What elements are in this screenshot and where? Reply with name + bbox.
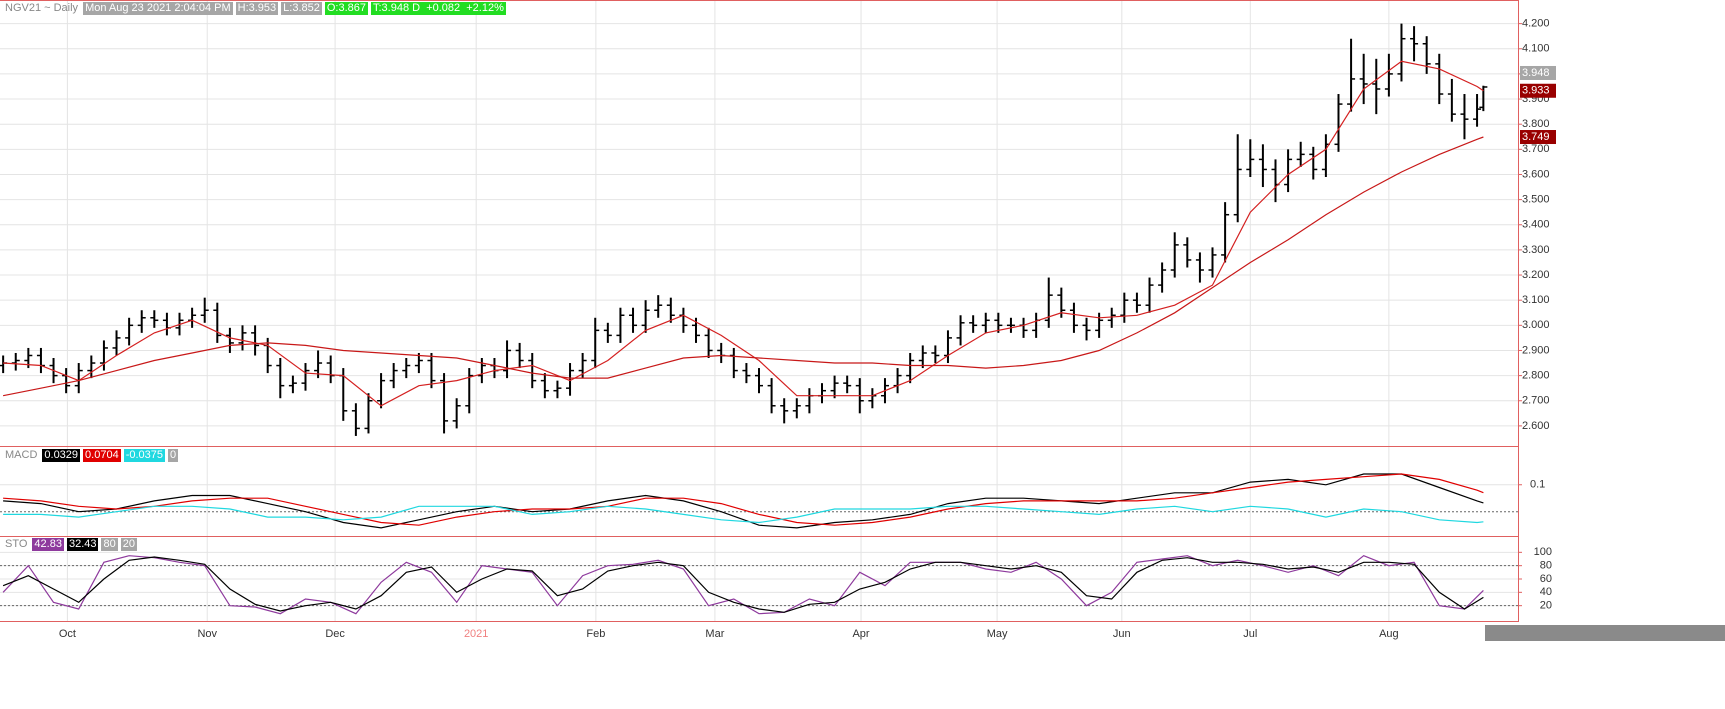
- y-tick-label: 3.200: [1522, 269, 1550, 281]
- high: H:3.953: [235, 2, 279, 15]
- y-tick-label: 2.600: [1522, 420, 1550, 432]
- value-box: [1520, 83, 1556, 98]
- legend-value: 20: [120, 538, 137, 551]
- series-line: [3, 473, 1484, 529]
- y-tick-label: 4.100: [1522, 43, 1550, 55]
- y-tick-label: 20: [1540, 600, 1552, 612]
- x-tick-label: May: [987, 628, 1008, 640]
- y-tick-label: 100: [1534, 546, 1552, 558]
- y-tick-label: 0.1: [1530, 479, 1545, 491]
- legend-value: 0: [168, 449, 179, 462]
- value-box: [1520, 130, 1556, 145]
- legend-value: 0.0329: [42, 449, 81, 462]
- x-tick-label: Dec: [325, 628, 345, 640]
- y-tick-label: 3.800: [1522, 118, 1550, 130]
- change: T:3.948 D +0.082 +2.12%: [371, 2, 506, 15]
- panel-title: STO: [5, 538, 28, 550]
- x-tick-label: Oct: [59, 628, 76, 640]
- value-box: [1520, 65, 1556, 80]
- price-header: NGV21 ~ Daily Mon Aug 23 2021 2:04:04 PM…: [3, 2, 506, 15]
- x-tick-label: Apr: [852, 628, 869, 640]
- legend-value: -0.0375: [123, 449, 166, 462]
- symbol: NGV21 ~ Daily: [5, 2, 79, 14]
- x-tick-label: Nov: [197, 628, 217, 640]
- x-tick-label: Aug: [1379, 628, 1399, 640]
- y-tick-label: 60: [1540, 573, 1552, 585]
- y-tick-label: 2.900: [1522, 344, 1550, 356]
- sto-header: STO 42.83 32.43 80 20: [3, 538, 137, 551]
- x-tick-label: Mar: [705, 628, 724, 640]
- x-tick-label: Jul: [1243, 628, 1257, 640]
- value-label: 3.933: [1522, 85, 1550, 97]
- open: O:3.867: [324, 2, 368, 15]
- y-tick-label: 3.600: [1522, 168, 1550, 180]
- series-line: [2, 556, 1484, 613]
- x-tick-label: Feb: [586, 628, 605, 640]
- legend-value: 80: [101, 538, 118, 551]
- y-tick-label: 3.000: [1522, 319, 1550, 331]
- y-tick-label: 80: [1540, 560, 1552, 572]
- y-tick-label: 2.700: [1522, 395, 1550, 407]
- series-line: [3, 473, 1484, 526]
- x-tick-label: 2021: [464, 628, 488, 640]
- legend-value: 32.43: [66, 538, 99, 551]
- value-label: 3.948: [1522, 67, 1550, 79]
- x-tick-label: Jun: [1113, 628, 1131, 640]
- y-tick-label: 40: [1540, 586, 1552, 598]
- y-tick-label: 3.300: [1522, 244, 1550, 256]
- y-tick-label: 3.400: [1522, 219, 1550, 231]
- y-tick-label: 3.500: [1522, 194, 1550, 206]
- series-line: [2, 555, 1484, 615]
- legend-value: 42.83: [32, 538, 64, 551]
- macd-header: MACD 0.0329 0.0704 -0.0375 0: [3, 449, 179, 462]
- series-line: [2, 136, 1484, 397]
- y-tick-label: 4.200: [1522, 18, 1550, 30]
- series-line: [3, 505, 1484, 524]
- value-label: 3.749: [1522, 131, 1550, 143]
- y-tick-label: 3.100: [1522, 294, 1550, 306]
- y-tick-label: 3.700: [1522, 143, 1550, 155]
- legend-value: 0.0704: [83, 449, 121, 462]
- panel-title: MACD: [5, 449, 38, 461]
- datetime: Mon Aug 23 2021 2:04:04 PM: [83, 2, 233, 15]
- series-line: [3, 60, 1484, 407]
- y-tick-label: 2.800: [1522, 370, 1550, 382]
- scrollbar: [1485, 625, 1725, 641]
- low: L:3.852: [281, 2, 322, 15]
